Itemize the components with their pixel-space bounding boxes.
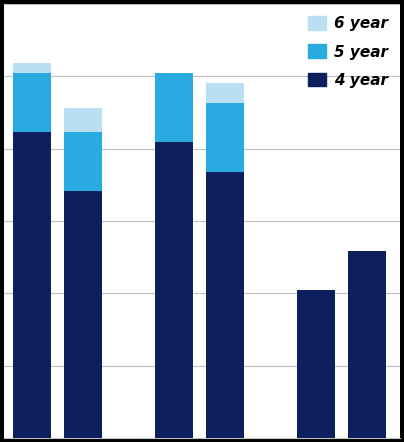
Bar [13,132,51,438]
Bar [64,132,102,191]
Bar [206,172,244,438]
Bar [206,83,244,103]
Bar [155,142,193,438]
Legend: 6 year, 5 year, 4 year: 6 year, 5 year, 4 year [303,12,392,92]
Bar [13,73,51,132]
Bar [64,108,102,132]
Bar [348,251,386,438]
Bar [155,73,193,142]
Bar [13,63,51,73]
Bar [297,290,335,438]
Bar [64,191,102,438]
Bar [206,103,244,172]
